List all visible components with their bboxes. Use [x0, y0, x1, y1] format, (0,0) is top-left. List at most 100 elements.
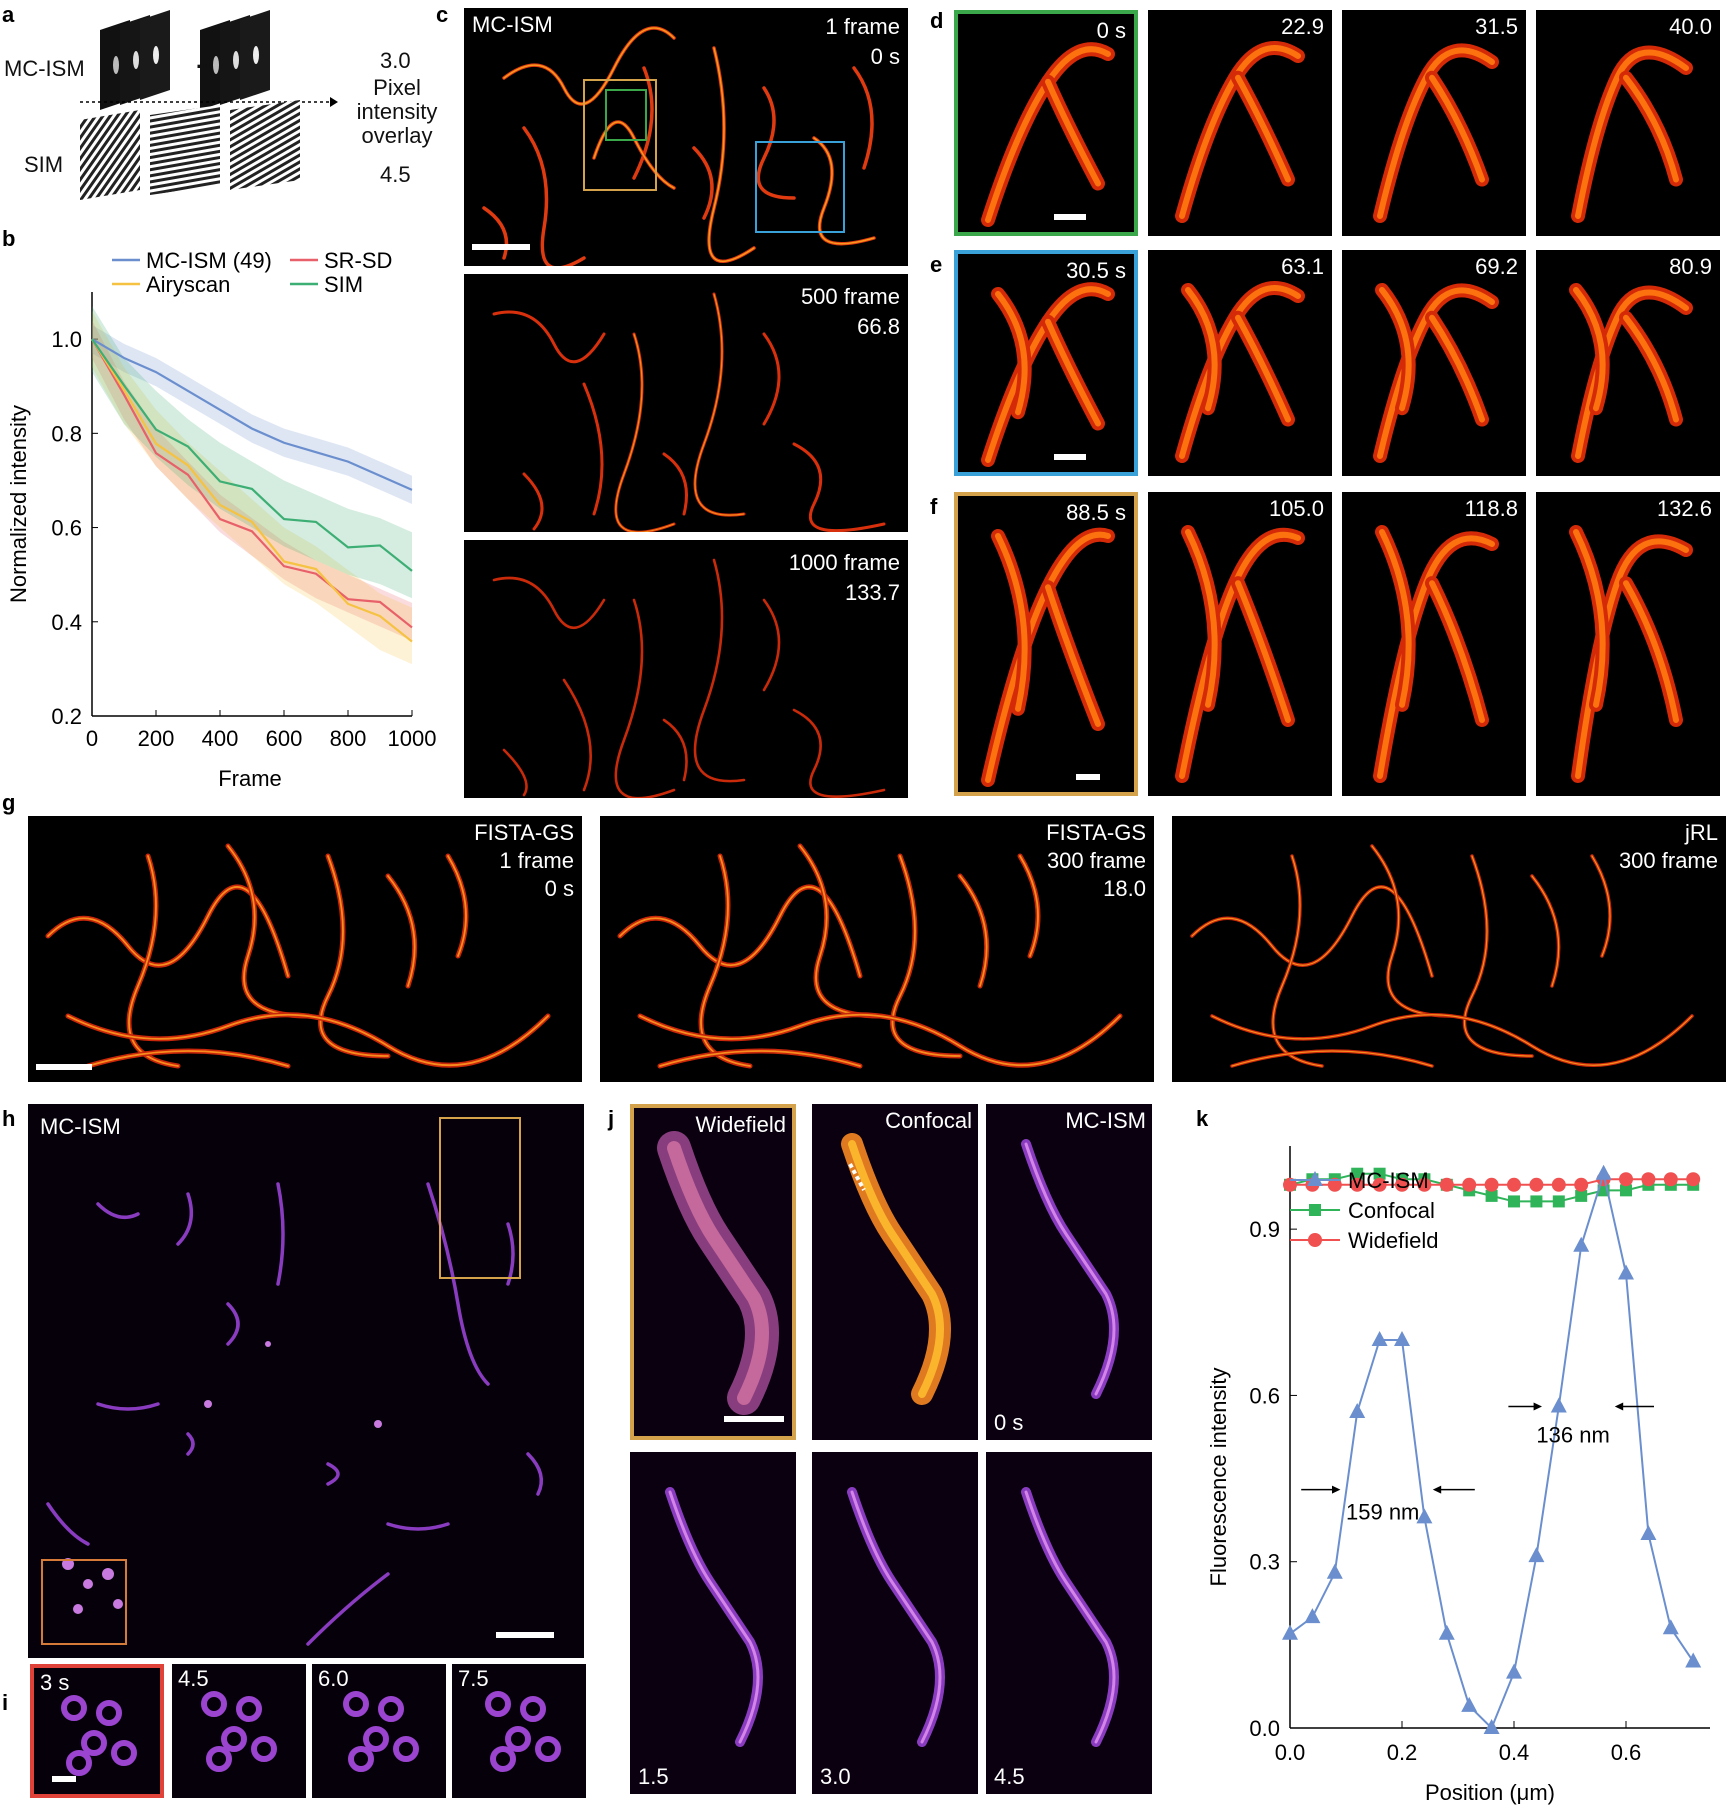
legend-label: MC-ISM (49)	[146, 248, 272, 273]
j-time-bottom-1: 1.5	[638, 1764, 669, 1789]
c-frame-label-1: 1 frame	[825, 14, 900, 39]
data-point-mcism	[1416, 1508, 1433, 1524]
e-time-3: 69.2	[1475, 254, 1518, 279]
mito-core	[668, 1490, 760, 1744]
mito-segment	[65, 1012, 551, 1068]
x-tick-label: 0	[86, 726, 98, 751]
value-bottom: 4.5	[380, 162, 411, 187]
f-frame-1: 88.5 s	[954, 492, 1138, 796]
mito-core	[1379, 529, 1412, 708]
value-top: 3.0	[380, 48, 411, 73]
data-point-confocal	[1485, 1189, 1498, 1202]
g-label-line2-3: 300 frame	[1618, 848, 1718, 873]
j-method-label-1: Widefield	[695, 1112, 786, 1137]
series-line-mc-ism-49-	[91, 338, 413, 491]
mito-closeup-image	[981, 42, 1115, 227]
mito-network-image	[1190, 844, 1694, 1068]
g-image-1: FISTA-GS 1 frame 0 s	[28, 816, 582, 1082]
mito-network-image	[492, 558, 886, 798]
c-time-label-3: 133.7	[844, 580, 900, 605]
g-image-2: FISTA-GS 300 frame 18.0	[600, 816, 1154, 1082]
mito-core	[1045, 78, 1101, 187]
d-frame-3: 31.5	[1342, 10, 1526, 236]
overlay-label-line1: Pixel	[373, 75, 421, 100]
mito-segment	[225, 843, 311, 1019]
mito-core	[995, 291, 1028, 416]
mito-segment	[981, 42, 1115, 227]
mito-core	[1573, 529, 1606, 708]
overlay-label-line3: overlay	[361, 123, 433, 148]
panel-label-j: j	[608, 1106, 615, 1131]
mito-segment	[637, 1012, 1123, 1068]
mito-ring	[343, 1691, 369, 1717]
data-point-widefield	[1283, 1177, 1297, 1192]
j-time-bottom-2: 3.0	[820, 1764, 851, 1789]
data-point-mcism	[1371, 1331, 1388, 1346]
f-frame-2: 105.0	[1148, 492, 1332, 796]
mito-core	[891, 855, 961, 1057]
mito-core	[1429, 580, 1485, 723]
d-frame-1: 0 s	[954, 10, 1138, 236]
panel-label-d: d	[930, 8, 944, 33]
panel-label-i: i	[2, 1690, 9, 1715]
g-label-line2-2: 300 frame	[1046, 848, 1146, 873]
mito-core	[1377, 535, 1495, 779]
panel-label-f: f	[930, 494, 938, 519]
y-tick-label: 0.6	[51, 516, 82, 541]
mito-closeup-image	[1175, 281, 1305, 463]
h-image: MC-ISM	[28, 1104, 584, 1658]
series-line-sr-sd	[91, 338, 413, 629]
x-tick-label: 0.4	[1499, 1740, 1530, 1765]
d-frame-4: 40.0	[1536, 10, 1720, 236]
e-frame-1: 30.5 s	[954, 250, 1138, 476]
mito-closeup-image	[1373, 43, 1499, 223]
legend-label: SR-SD	[324, 248, 392, 273]
j-image-r2-c2: 3.0	[812, 1452, 978, 1794]
series-band	[92, 324, 412, 504]
y-tick-label: 0.0	[1249, 1716, 1280, 1741]
data-point-mcism	[1483, 1719, 1500, 1734]
j-image-r1-c2: Confocal	[812, 1104, 978, 1440]
g-label-line3-2: 18.0	[1103, 876, 1146, 901]
mito-ring	[348, 1746, 374, 1772]
mito-core	[1371, 845, 1453, 1017]
fwhm-arrowhead	[1614, 1402, 1624, 1411]
series-line-sim	[91, 338, 413, 572]
fwhm-label-2: 136 nm	[1536, 1423, 1609, 1448]
mito-core	[1235, 580, 1291, 723]
mito-network-image	[45, 843, 551, 1069]
panel-label-b: b	[2, 226, 16, 251]
data-point-mcism	[1573, 1236, 1590, 1252]
y-tick-label: 0.6	[1249, 1383, 1280, 1408]
g-label-line2-1: 1 frame	[499, 848, 574, 873]
scale-bar	[1076, 774, 1100, 780]
data-point-widefield	[1395, 1177, 1409, 1192]
mito-core	[1575, 289, 1689, 459]
mito-core	[667, 1141, 769, 1405]
mito-ring	[206, 1746, 232, 1772]
mito-core	[1623, 74, 1679, 183]
y-axis-label: Fluorescence intensity	[1206, 1368, 1231, 1587]
e-time-1: 30.5 s	[1066, 258, 1126, 283]
mito-core	[799, 845, 881, 1017]
mito-ring	[505, 1726, 531, 1752]
i-time-3: 6.0	[318, 1666, 349, 1691]
mito-segment	[1370, 844, 1454, 1018]
scale-bar	[1054, 454, 1086, 460]
mito-core	[1185, 287, 1218, 412]
x-tick-label: 1000	[388, 726, 437, 751]
mito-closeup-image	[1373, 283, 1499, 463]
data-point-widefield	[1551, 1177, 1566, 1192]
mito-closeup-image	[1571, 45, 1693, 223]
mito-core	[1591, 855, 1611, 957]
c-frame-label-2: 500 frame	[800, 284, 900, 309]
mito-core	[1231, 1050, 1433, 1067]
data-point-confocal	[1508, 1195, 1520, 1208]
g-label-line3-1: 0 s	[544, 876, 574, 901]
legend-marker	[1307, 1171, 1323, 1186]
e-frame-4: 80.9	[1536, 250, 1720, 476]
i-time-1: 3 s	[40, 1670, 70, 1695]
mito-ring	[66, 1750, 92, 1776]
overlay-label-line2: intensity	[356, 99, 438, 124]
series-band	[92, 320, 412, 641]
